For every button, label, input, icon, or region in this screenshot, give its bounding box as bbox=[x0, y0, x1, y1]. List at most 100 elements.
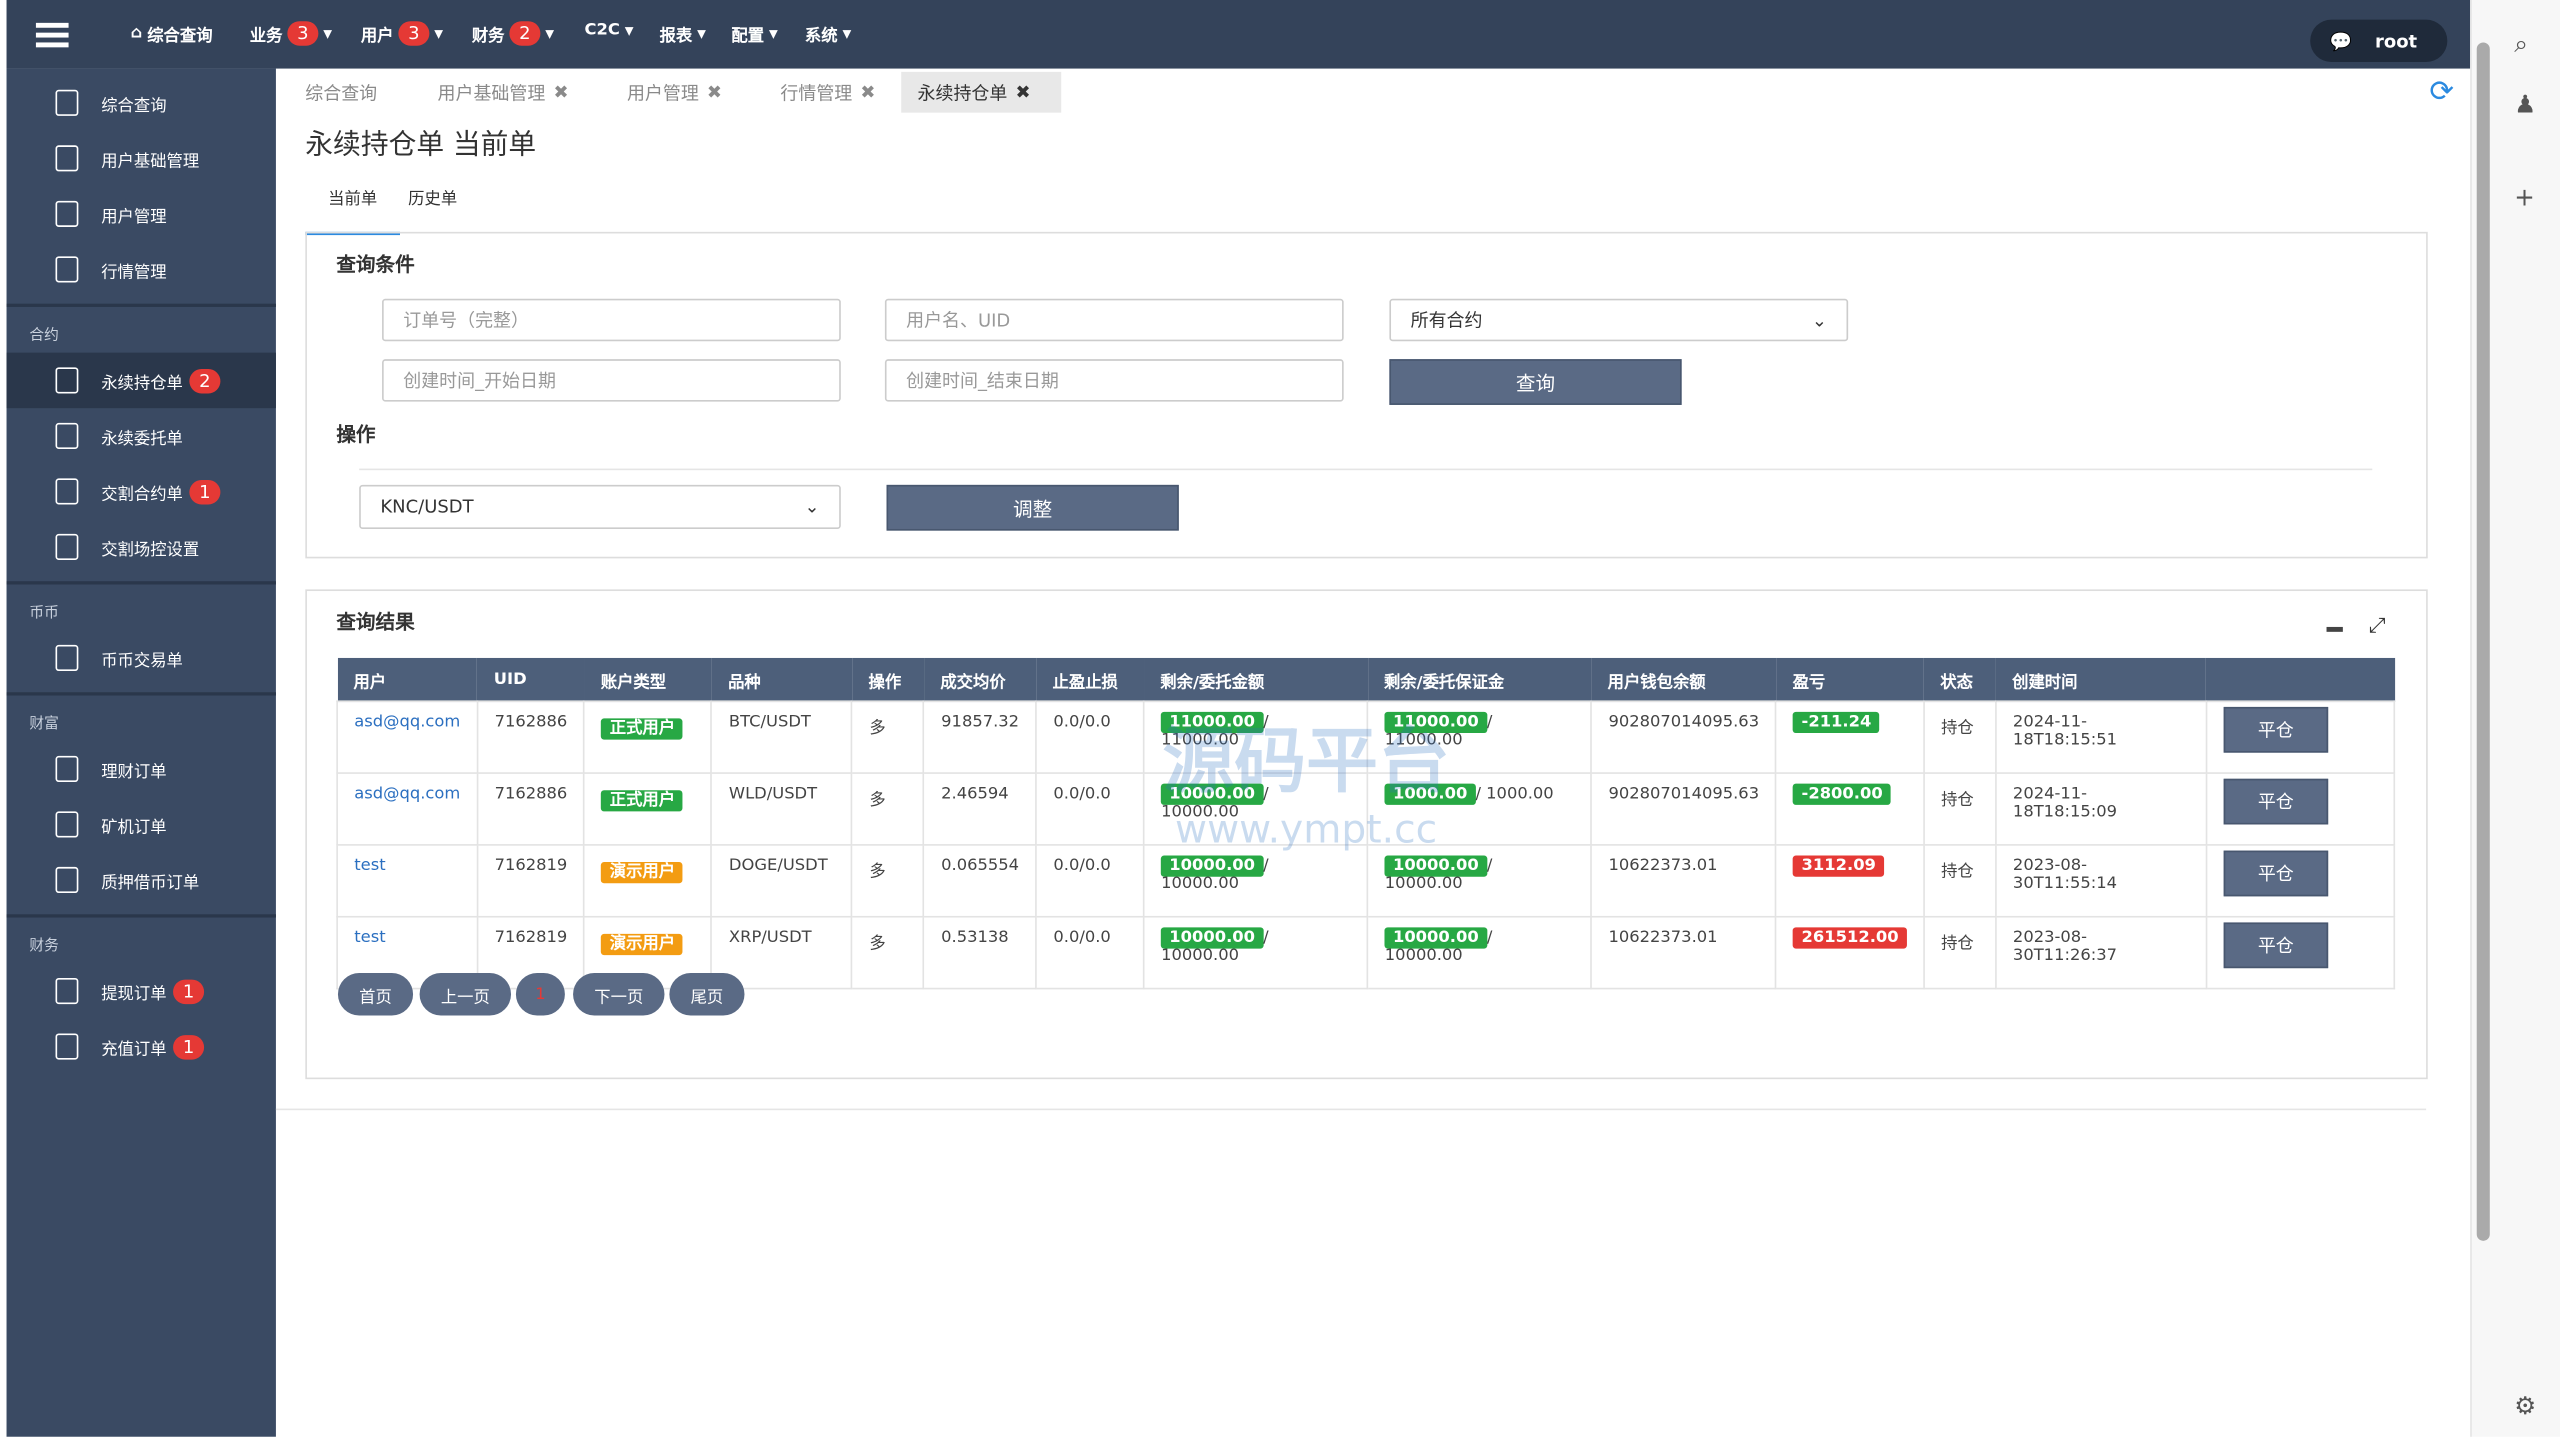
order-input[interactable]: 订单号（完整） bbox=[382, 298, 841, 342]
column-header: 成交均价 bbox=[924, 657, 1037, 702]
sidebar-badge: 1 bbox=[173, 1034, 205, 1059]
user-input[interactable]: 用户名、UID bbox=[884, 298, 1344, 342]
tab[interactable]: 永续持仓单 ✖ bbox=[901, 71, 1062, 113]
nav-item[interactable]: 财务 2 ▼ bbox=[472, 21, 554, 46]
nav-item[interactable]: 报表 ▼ bbox=[659, 21, 706, 46]
cell-text: 0.0/0.0 bbox=[1053, 713, 1111, 732]
table-cell: 0.0/0.0 bbox=[1035, 772, 1145, 846]
cell-text: 10622373.01 bbox=[1608, 928, 1718, 947]
user-menu[interactable]: 💬 root bbox=[2310, 19, 2448, 63]
sidebar-item[interactable]: 质押借币订单 bbox=[7, 852, 276, 908]
end-date-input[interactable]: 创建时间_结束日期 bbox=[884, 359, 1344, 402]
close-button[interactable]: 平仓 bbox=[2223, 706, 2329, 753]
page-button[interactable]: 1 bbox=[515, 973, 565, 1016]
settings-icon[interactable]: ⚙ bbox=[2514, 1391, 2537, 1421]
caret: ▼ bbox=[323, 26, 333, 40]
nav-item[interactable]: 配置 ▼ bbox=[731, 21, 777, 46]
collapse-icon[interactable] bbox=[2326, 626, 2343, 632]
sidebar-label: 币币交易单 bbox=[101, 652, 183, 671]
table-cell: 10622373.01 bbox=[1590, 915, 1778, 990]
profile-icon[interactable]: ♟ bbox=[2514, 89, 2537, 120]
caret: ▼ bbox=[624, 23, 634, 37]
tab-close: ✖ bbox=[860, 81, 876, 103]
add-icon[interactable]: + bbox=[2514, 182, 2535, 213]
sidebar-icon bbox=[55, 89, 79, 116]
close-button[interactable]: 平仓 bbox=[2223, 850, 2329, 897]
sidebar-item[interactable]: 充值订单 1 bbox=[7, 1019, 276, 1075]
column-header: UID bbox=[477, 657, 585, 702]
table-cell: 1000.00/ 1000.00 bbox=[1366, 772, 1593, 846]
sidebar-label: 永续委托单 bbox=[101, 430, 183, 449]
amount-rest: / 11000.00 bbox=[1384, 713, 1493, 750]
search-icon[interactable]: ⌕ bbox=[2514, 29, 2529, 59]
select-text: KNC/USDT bbox=[380, 496, 474, 518]
search-button[interactable]: 查询 bbox=[1389, 359, 1682, 405]
account-badge: 演示用户 bbox=[601, 862, 684, 884]
user-link[interactable]: asd@qq.com bbox=[354, 785, 461, 804]
sidebar-divider bbox=[6, 692, 276, 696]
menu-toggle[interactable] bbox=[35, 22, 69, 49]
nav-item[interactable]: 业务 3 ▼ bbox=[250, 21, 333, 46]
amount-badge: 10000.00 bbox=[1161, 855, 1264, 877]
sidebar-label: 行情管理 bbox=[101, 263, 167, 282]
table-row: test 7162819 演示用户 XRP/USDT 多 0.53138 0.0/0.0 10… bbox=[336, 915, 2396, 990]
sidebar-label: 交割合约单 bbox=[101, 485, 183, 504]
sidebar-item[interactable]: 永续委托单 bbox=[7, 408, 276, 464]
sidebar-badge: 1 bbox=[189, 479, 221, 504]
sidebar-item[interactable]: 理财订单 bbox=[7, 741, 276, 797]
results-title: 查询结果 bbox=[336, 610, 415, 634]
page-button[interactable]: 尾页 bbox=[669, 973, 745, 1016]
page-button[interactable]: 首页 bbox=[337, 973, 414, 1016]
contract-select[interactable]: 所有合约 ⌄ bbox=[1389, 298, 1849, 342]
tab[interactable]: 用户基础管理 ✖ bbox=[438, 72, 569, 113]
cell-text: 多 bbox=[869, 719, 886, 738]
sidebar-item[interactable]: 币币交易单 bbox=[7, 630, 276, 686]
sidebar-group-title: 财务 bbox=[29, 938, 59, 956]
cell-text: 多 bbox=[869, 935, 886, 954]
close-button[interactable]: 平仓 bbox=[2223, 922, 2329, 969]
adjust-button[interactable]: 调整 bbox=[886, 484, 1179, 531]
nav-item[interactable]: C2C ▼ bbox=[584, 21, 633, 39]
subtab[interactable]: 当前单 bbox=[305, 180, 400, 236]
subtab[interactable]: 历史单 bbox=[408, 191, 458, 209]
sidebar-item[interactable]: 行情管理 bbox=[7, 242, 276, 298]
sidebar-item[interactable]: 交割合约单 1 bbox=[7, 464, 276, 520]
user-link[interactable]: test bbox=[354, 857, 386, 876]
nav-label: 综合查询 bbox=[147, 27, 213, 46]
table-cell: 0.0/0.0 bbox=[1035, 700, 1145, 774]
tab-label: 用户管理 bbox=[626, 82, 699, 104]
content-divider bbox=[275, 1108, 2427, 1111]
tab-close: ✖ bbox=[1015, 81, 1031, 103]
tab[interactable]: 行情管理 ✖ bbox=[780, 72, 875, 113]
expand-icon[interactable]: ⤢ bbox=[2368, 613, 2386, 639]
sidebar-item[interactable]: 永续持仓单 2 bbox=[6, 352, 276, 409]
refresh-icon[interactable]: ⟳ bbox=[2429, 75, 2455, 110]
cell-text: 7162819 bbox=[494, 857, 568, 876]
sidebar-item[interactable]: 综合查询 bbox=[7, 75, 276, 131]
sidebar-icon bbox=[55, 644, 79, 672]
page-button[interactable]: 上一页 bbox=[419, 973, 512, 1016]
sidebar-icon bbox=[55, 811, 79, 838]
symbol-select[interactable]: KNC/USDT ⌄ bbox=[359, 484, 841, 529]
cell-text: WLD/USDT bbox=[728, 785, 818, 804]
start-date-input[interactable]: 创建时间_开始日期 bbox=[382, 359, 841, 402]
nav-item[interactable]: 用户 3 ▼ bbox=[361, 21, 443, 46]
nav-item[interactable]: 系统 ▼ bbox=[805, 21, 851, 46]
user-link[interactable]: test bbox=[354, 928, 386, 947]
table-cell: -211.24 bbox=[1775, 700, 1925, 774]
tab[interactable]: 用户管理 ✖ bbox=[627, 72, 722, 113]
sidebar-item[interactable]: 用户基础管理 bbox=[7, 131, 276, 187]
tab[interactable]: 综合查询 bbox=[305, 72, 377, 113]
sidebar-item[interactable]: 矿机订单 bbox=[7, 797, 276, 853]
sidebar-item[interactable]: 交割场控设置 bbox=[7, 519, 276, 575]
column-header: 用户 bbox=[337, 657, 478, 702]
page-button[interactable]: 下一页 bbox=[573, 973, 665, 1016]
sidebar-item[interactable]: 提现订单 1 bbox=[7, 963, 276, 1019]
menu-bar bbox=[35, 32, 69, 38]
nav-label: 报表 bbox=[659, 27, 693, 46]
close-button[interactable]: 平仓 bbox=[2223, 778, 2329, 825]
sidebar-item[interactable]: 用户管理 bbox=[7, 186, 276, 242]
user-link[interactable]: asd@qq.com bbox=[354, 713, 461, 732]
nav-item[interactable]: ⌂ 综合查询 bbox=[131, 21, 213, 45]
table-cell: 7162886 bbox=[476, 700, 586, 774]
